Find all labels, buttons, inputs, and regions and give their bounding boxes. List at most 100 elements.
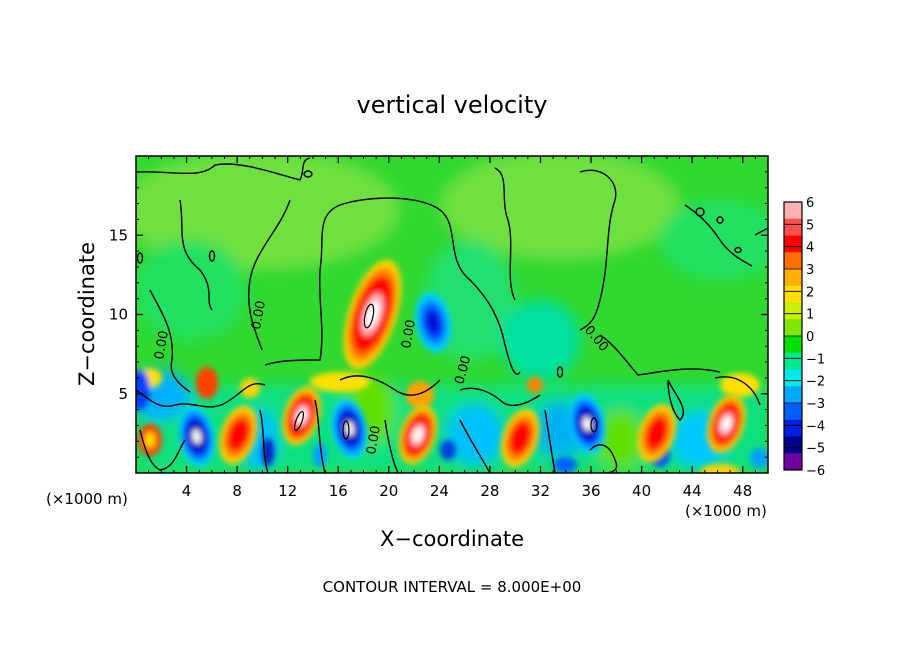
updraft-cell: [707, 394, 746, 454]
colorbar-tick-label: −5: [806, 442, 825, 457]
colorbar-tick-label: 6: [806, 196, 814, 211]
zero-contour-line: [264, 197, 521, 375]
y-axis-label: Z−coordinate: [75, 242, 99, 386]
x-tick-label: 4: [182, 482, 192, 500]
x-tick-label: 28: [480, 482, 499, 500]
colorbar-swatch: [784, 419, 802, 437]
downdraft-cell: [178, 406, 215, 467]
updraft-cell: [637, 404, 676, 463]
colorbar-tick-label: −3: [806, 397, 825, 412]
zero-contour-line: [667, 379, 685, 421]
colorbar-tick-label: −1: [806, 352, 825, 367]
x-tick-label: 20: [379, 482, 398, 500]
colorbar-swatch: [784, 436, 802, 454]
colorbar-swatch: [784, 202, 802, 220]
colorbar-swatch: [784, 403, 802, 421]
colorbar-swatch: [784, 235, 802, 253]
chart-title: vertical velocity: [357, 91, 548, 119]
downdraft-cell: [331, 398, 368, 459]
colorbar-tick-label: −2: [806, 375, 825, 390]
contour-label: 0.00: [152, 330, 172, 361]
colorbar-swatch: [784, 285, 802, 303]
zero-contour-line: [589, 444, 618, 473]
zero-contours: [136, 157, 768, 473]
colorbar-swatch: [784, 336, 802, 354]
x-tick-label: 36: [581, 482, 600, 500]
colorbar-swatch: [784, 386, 802, 404]
updraft-cell: [219, 405, 258, 465]
inner-contour: [590, 417, 598, 433]
colorbar-swatch: [784, 453, 802, 471]
updraft-cell: [343, 259, 402, 370]
x-tick-label: 40: [632, 482, 651, 500]
inner-contours: [293, 303, 598, 440]
y-axis-unit: (×1000 m): [46, 490, 128, 508]
contour-label: 0.00: [399, 319, 419, 350]
updraft-cell: [282, 386, 321, 446]
colorbar-tick-label: 4: [806, 241, 814, 256]
zero-contour-line: [599, 334, 721, 376]
y-tick-label: 15: [109, 226, 128, 244]
zero-contour-line: [556, 366, 564, 378]
zero-contour-line: [314, 399, 326, 473]
x-axis-label: X−coordinate: [380, 527, 524, 551]
zero-contour-line: [459, 419, 491, 473]
zero-contour-line: [695, 207, 705, 217]
zero-contour-line: [459, 387, 541, 407]
contour-interval-note: CONTOUR INTERVAL = 8.000E+00: [323, 578, 582, 596]
colorbar-swatch: [784, 369, 802, 387]
y-tick-label: 10: [109, 306, 128, 324]
zero-contour-line: [384, 419, 399, 473]
zero-contour-line: [247, 199, 291, 351]
colorbar-tick-label: −4: [806, 419, 825, 434]
contour-label: 0.00: [452, 354, 474, 386]
zero-contour-line: [494, 167, 516, 301]
zero-contour-line: [544, 409, 556, 473]
colorbar-swatch: [784, 319, 802, 337]
x-axis-unit: (×1000 m): [685, 502, 767, 520]
contour-label: 0.00: [364, 425, 384, 456]
x-tick-label: 24: [430, 482, 449, 500]
colorbar-tick-label: 5: [806, 218, 814, 233]
downdraft-cell: [414, 292, 452, 353]
zero-contour-line: [303, 170, 313, 178]
colorbar-swatch: [784, 302, 802, 320]
x-tick-label: 16: [329, 482, 348, 500]
colorbar-swatch: [784, 252, 802, 270]
colorbar-tick-label: 2: [806, 285, 814, 300]
zero-contour-line: [754, 227, 768, 236]
zero-contour-line: [734, 246, 742, 254]
zero-contour-line: [136, 157, 311, 181]
colorbar-tick-label: 0: [806, 330, 814, 345]
x-tick-label: 48: [733, 482, 752, 500]
zero-contour-line: [179, 199, 213, 311]
zero-contour-line: [716, 216, 724, 224]
zero-contour-line: [208, 250, 216, 262]
colorbar-tick-label: −6: [806, 464, 825, 479]
inner-contour: [342, 420, 350, 440]
updraft-cell: [398, 405, 438, 465]
zero-contour-line: [579, 169, 617, 331]
contour-labels: 0.00 0.00 0.00 0.00 0.00 0.00: [152, 300, 611, 456]
velocity-cells: [178, 259, 746, 468]
x-tick-label: 8: [232, 482, 242, 500]
zero-contour-line: [714, 376, 761, 406]
inner-contour: [363, 303, 375, 329]
colorbar-tick-label: 3: [806, 263, 814, 278]
colorbar-swatch: [784, 218, 802, 236]
x-tick-label: 32: [531, 482, 550, 500]
contour-label: 0.00: [249, 300, 269, 331]
plot-area: 0.00 0.00 0.00 0.00 0.00 0.00: [136, 156, 768, 473]
zero-contour-line: [136, 252, 144, 264]
field-shading-fine: [136, 367, 768, 473]
y-tick-label: 5: [118, 385, 128, 403]
colorbar: 6 5 4 3 2 1 0 −1 −2 −3 −4 −5 −6: [783, 196, 825, 479]
zero-contour-line: [139, 429, 186, 471]
x-tick-label: 12: [278, 482, 297, 500]
zero-contour-line: [259, 409, 269, 473]
inner-contour: [293, 410, 305, 432]
y-axis: 5 10 15: [109, 171, 768, 458]
downdraft-cell: [569, 394, 606, 454]
x-axis: 4 8 12 16 20 24 28 32 36 40 44 48: [148, 156, 756, 500]
